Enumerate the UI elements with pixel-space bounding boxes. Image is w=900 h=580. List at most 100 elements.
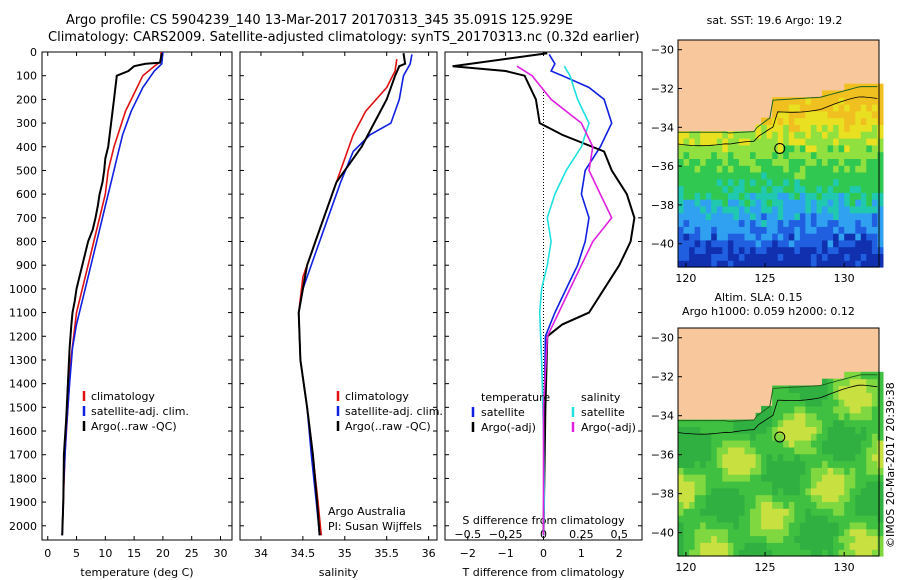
map-cell: [772, 199, 779, 207]
map-cell: [866, 185, 873, 193]
map-cell: [711, 205, 718, 214]
map-y-tick-label: −34: [651, 410, 674, 423]
map-cell: [750, 433, 757, 441]
map-cell: [727, 171, 734, 180]
map-cell: [822, 542, 829, 550]
map-cell: [844, 219, 851, 227]
map-cell: [766, 138, 773, 146]
map-cell: [783, 460, 790, 468]
map-cell: [810, 260, 817, 268]
map-cell: [766, 144, 773, 153]
map-cell: [816, 219, 823, 227]
map-cell: [766, 508, 773, 516]
map-cell: [877, 515, 884, 523]
map-cell: [777, 178, 784, 187]
map-cell: [694, 453, 701, 462]
map-cell: [783, 521, 790, 530]
map-cell: [833, 549, 840, 557]
map-cell: [810, 104, 817, 112]
map-cell: [860, 378, 867, 387]
map-cell: [855, 151, 862, 159]
map-cell: [860, 239, 867, 248]
map-cell: [678, 131, 685, 139]
map-cell: [705, 433, 712, 441]
map-cell: [838, 205, 845, 214]
map-cell: [766, 515, 773, 523]
map-cell: [783, 226, 790, 234]
map-cell: [733, 253, 740, 261]
map-cell: [799, 151, 806, 159]
map-cell: [838, 549, 845, 557]
map-cell: [783, 239, 790, 248]
map-cell: [755, 446, 762, 455]
map-cell: [711, 549, 718, 557]
map-cell: [855, 144, 862, 153]
map-cell: [761, 158, 768, 166]
map-cell: [755, 178, 762, 187]
map-cell: [700, 419, 707, 427]
map-cell: [738, 246, 745, 254]
map-cell: [822, 246, 829, 254]
map-cell: [783, 405, 790, 414]
map-cell: [772, 528, 779, 537]
map-cell: [694, 446, 701, 455]
map-cell: [827, 138, 834, 146]
map-cell: [783, 205, 790, 214]
map-cell: [810, 467, 817, 475]
map-cell: [733, 515, 740, 523]
map-cell: [783, 138, 790, 146]
map-cell: [738, 199, 745, 207]
map-cell: [700, 219, 707, 227]
map-cell: [855, 171, 862, 180]
map-cell: [805, 535, 812, 543]
map-cell: [860, 481, 867, 489]
map-cell: [822, 110, 829, 119]
map-cell: [733, 549, 740, 557]
map-cell: [755, 165, 762, 173]
map-cell: [744, 508, 751, 516]
map-cell: [810, 199, 817, 207]
map-cell: [833, 453, 840, 462]
map-cell: [766, 260, 773, 268]
map-cell: [750, 260, 757, 268]
map-cell: [805, 474, 812, 482]
map-cell: [766, 440, 773, 448]
map-cell: [844, 131, 851, 139]
map-cell: [799, 138, 806, 146]
map-cell: [738, 433, 745, 441]
map-cell: [805, 158, 812, 166]
map-cell: [866, 104, 873, 112]
map-cell: [716, 440, 723, 448]
map-cell: [711, 253, 718, 261]
map-cell: [833, 199, 840, 207]
map-cell: [678, 260, 685, 268]
coastline: [678, 374, 878, 422]
map-cell: [799, 392, 806, 400]
map-cell: [849, 246, 856, 254]
map-cell: [738, 494, 745, 502]
map-cell: [716, 178, 723, 187]
map-cell: [755, 521, 762, 530]
map-cell: [783, 219, 790, 227]
map-cell: [788, 460, 795, 468]
map-cell: [738, 487, 745, 496]
map-cell: [700, 138, 707, 146]
map-cell: [750, 501, 757, 509]
map-y-tick-label: −32: [651, 371, 674, 384]
map-cell: [799, 508, 806, 516]
map-cell: [838, 151, 845, 159]
map-cell: [877, 542, 884, 550]
map-cell: [838, 138, 845, 146]
map-cell: [877, 97, 884, 105]
argo-position-marker: [774, 142, 786, 154]
map-cell: [871, 515, 878, 523]
map-cell: [788, 542, 795, 550]
map-cell: [822, 97, 829, 105]
x-tick-label: −2: [460, 547, 476, 560]
map-cell: [750, 151, 757, 159]
map-cell: [844, 371, 851, 380]
map-cell: [833, 219, 840, 227]
map-cell: [711, 199, 718, 207]
map-cell: [711, 474, 718, 482]
map-cell: [860, 487, 867, 496]
